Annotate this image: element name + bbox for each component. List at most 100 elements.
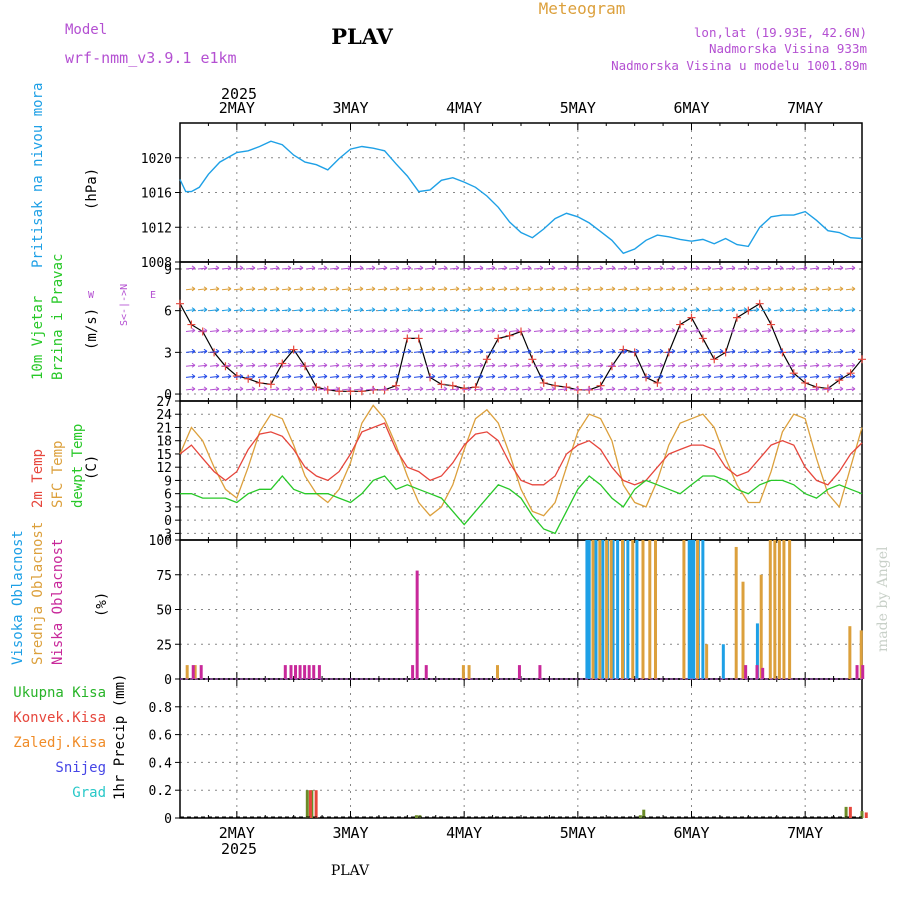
wind-arrow — [773, 328, 784, 333]
wind-arrow — [425, 307, 436, 313]
panel-frame — [179, 678, 863, 819]
wind-arrow — [473, 265, 484, 271]
wind-arrow — [557, 307, 568, 313]
wind-arrow — [797, 328, 808, 333]
cloud-bar — [682, 540, 686, 679]
wind-arrow — [377, 265, 388, 271]
p4-title-1: Visoka Oblacnost — [10, 530, 26, 665]
wind-point — [755, 299, 764, 308]
wind-arrow — [473, 373, 484, 379]
wind-arrow — [605, 362, 616, 368]
wind-arrow — [353, 265, 364, 271]
wind-point — [801, 378, 810, 387]
wind-arrow — [593, 373, 604, 379]
wind-arrow — [413, 265, 424, 271]
wind-arrow — [749, 286, 760, 292]
wind-arrow — [761, 265, 772, 271]
wind-arrow — [677, 286, 688, 292]
wind-arrow — [833, 265, 844, 271]
cloud-bar — [199, 665, 203, 679]
wind-point — [255, 378, 264, 387]
cloud-bar — [690, 540, 693, 679]
cloud-bar — [415, 570, 419, 679]
wind-arrow — [797, 348, 808, 354]
wind-arrow — [749, 386, 760, 392]
wind-arrow — [389, 328, 400, 333]
wind-arrow — [305, 386, 316, 392]
cloud-bar — [298, 665, 302, 679]
precip-legend-3: Zaledj.Kisa — [13, 735, 106, 751]
y-tick-label: 100 — [149, 534, 172, 549]
wind-arrow — [437, 328, 448, 333]
wind-arrow — [209, 286, 220, 292]
wind-arrow — [641, 386, 652, 392]
wind-arrow — [401, 348, 412, 354]
wind-point — [528, 355, 537, 364]
wind-arrow — [689, 362, 700, 368]
y-tick-label: 0 — [164, 388, 172, 403]
wind-arrow — [521, 286, 532, 292]
wind-arrow — [701, 373, 712, 379]
wind-arrow — [569, 373, 580, 379]
wind-arrow — [185, 286, 196, 292]
y-tick-label: 0.2 — [149, 784, 172, 799]
wind-arrow — [497, 362, 508, 368]
wind-arrow — [809, 265, 820, 271]
wind-arrow — [701, 348, 712, 354]
wind-arrow — [737, 386, 748, 392]
cloud-bar — [611, 540, 615, 679]
wind-point — [539, 378, 548, 387]
precip-bar — [638, 815, 642, 818]
wind-arrow — [329, 386, 340, 392]
wind-arrow — [689, 348, 700, 354]
cloud-bar — [635, 540, 639, 679]
wind-arrow — [257, 362, 268, 368]
wind-arrow — [677, 348, 688, 354]
wind-arrow — [317, 348, 328, 354]
wind-arrow — [317, 307, 328, 313]
cloud-bar — [587, 540, 591, 679]
top-day-label-2MAY: 2MAY — [219, 99, 255, 117]
wind-arrow — [365, 373, 376, 379]
precip-bar — [642, 809, 646, 818]
watermark: made by Angel — [875, 546, 891, 652]
wind-arrow — [437, 386, 448, 392]
wind-arrow — [713, 286, 724, 292]
wind-arrow — [725, 348, 736, 354]
wind-point — [414, 334, 423, 343]
wind-arrow — [245, 307, 256, 313]
cloud-bar — [861, 665, 865, 679]
cloud-bar — [283, 665, 287, 679]
wind-arrow — [401, 307, 412, 313]
wind-arrow — [305, 373, 316, 379]
cloud-bar — [303, 665, 307, 679]
wind-arrow — [809, 348, 820, 354]
wind-arrow — [521, 373, 532, 379]
wind-arrow — [317, 286, 328, 292]
wind-arrow — [509, 362, 520, 368]
wind-arrow — [353, 362, 364, 368]
wind-arrow — [821, 307, 832, 313]
wind-arrow — [713, 307, 724, 313]
wind-arrow — [629, 328, 640, 333]
precip-bar — [314, 790, 318, 818]
wind-arrow — [713, 386, 724, 392]
wind-arrow — [209, 373, 220, 379]
wind-arrow — [461, 373, 472, 379]
wind-arrow — [401, 386, 412, 392]
wind-arrow — [665, 328, 676, 333]
wind-arrow — [317, 362, 328, 368]
wind-arrow — [197, 373, 208, 379]
wind-arrow — [377, 373, 388, 379]
y-tick-label: 75 — [156, 569, 172, 584]
wind-arrow — [557, 373, 568, 379]
wind-arrow — [473, 348, 484, 354]
wind-point — [710, 355, 719, 364]
wind-arrow — [293, 386, 304, 392]
wind-arrow — [749, 265, 760, 271]
wind-arrow — [329, 307, 340, 313]
wind-arrow — [653, 362, 664, 368]
wind-arrow — [713, 328, 724, 333]
cloud-bar — [859, 630, 863, 679]
cloud-bar — [495, 665, 499, 679]
